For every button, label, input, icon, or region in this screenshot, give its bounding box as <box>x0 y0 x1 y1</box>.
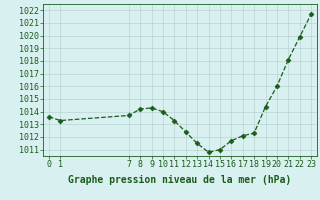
X-axis label: Graphe pression niveau de la mer (hPa): Graphe pression niveau de la mer (hPa) <box>68 175 292 185</box>
